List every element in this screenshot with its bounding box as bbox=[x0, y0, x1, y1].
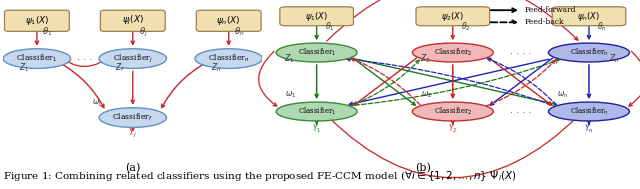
FancyBboxPatch shape bbox=[196, 10, 261, 31]
Ellipse shape bbox=[99, 49, 166, 68]
Text: $\psi_2(X)$: $\psi_2(X)$ bbox=[441, 10, 465, 23]
FancyBboxPatch shape bbox=[4, 10, 69, 31]
Text: Classifier$_2$: Classifier$_2$ bbox=[434, 47, 472, 58]
Text: $Z_2$: $Z_2$ bbox=[420, 53, 430, 65]
Ellipse shape bbox=[412, 43, 493, 62]
Text: Classifier$_f$: Classifier$_f$ bbox=[112, 112, 154, 123]
Text: $\psi_1(X)$: $\psi_1(X)$ bbox=[305, 10, 328, 23]
FancyBboxPatch shape bbox=[552, 7, 626, 26]
Text: $Z_f$: $Z_f$ bbox=[115, 62, 125, 74]
Text: $Y_n$: $Y_n$ bbox=[584, 122, 594, 135]
Text: $\theta_n$: $\theta_n$ bbox=[597, 20, 607, 33]
Text: $\psi_j(X)$: $\psi_j(X)$ bbox=[122, 14, 144, 27]
Ellipse shape bbox=[3, 49, 70, 68]
Text: $Z_1$: $Z_1$ bbox=[284, 53, 294, 65]
Text: $Y_2$: $Y_2$ bbox=[448, 122, 458, 135]
Text: $\omega_n$: $\omega_n$ bbox=[557, 89, 569, 100]
FancyBboxPatch shape bbox=[100, 10, 165, 31]
Text: $\theta_1$: $\theta_1$ bbox=[42, 25, 52, 38]
Text: . . .: . . . bbox=[77, 52, 92, 62]
Ellipse shape bbox=[99, 108, 166, 127]
Text: $\omega_2$: $\omega_2$ bbox=[421, 89, 433, 100]
Ellipse shape bbox=[276, 102, 357, 121]
Text: Classifier$_2$: Classifier$_2$ bbox=[434, 106, 472, 117]
Text: $Z_n$: $Z_n$ bbox=[609, 53, 620, 65]
Text: $\psi_1(X)$: $\psi_1(X)$ bbox=[24, 14, 49, 27]
Text: Classifier$_1$: Classifier$_1$ bbox=[298, 106, 336, 117]
Ellipse shape bbox=[276, 43, 357, 62]
Text: Classifier$_1$: Classifier$_1$ bbox=[16, 53, 58, 64]
Text: Feed-forward: Feed-forward bbox=[525, 6, 576, 14]
Text: Classifier$_n$: Classifier$_n$ bbox=[208, 53, 250, 64]
Text: $\theta_2$: $\theta_2$ bbox=[461, 20, 470, 33]
FancyBboxPatch shape bbox=[416, 7, 490, 26]
Text: $\theta_n$: $\theta_n$ bbox=[234, 25, 244, 38]
Text: $Z_n$: $Z_n$ bbox=[211, 62, 221, 74]
Ellipse shape bbox=[548, 43, 630, 62]
Ellipse shape bbox=[195, 49, 262, 68]
Text: $\omega_1$: $\omega_1$ bbox=[285, 89, 296, 100]
Text: Figure 1: Combining related classifiers using the proposed FE-CCM model ($\foral: Figure 1: Combining related classifiers … bbox=[3, 169, 517, 183]
Text: $Y_1$: $Y_1$ bbox=[312, 122, 321, 135]
Text: Classifier$_n$: Classifier$_n$ bbox=[570, 47, 608, 58]
Text: . . . .: . . . . bbox=[510, 105, 532, 115]
Text: Classifier$_1$: Classifier$_1$ bbox=[298, 47, 336, 58]
Text: $\omega_j$: $\omega_j$ bbox=[92, 98, 102, 109]
Text: Classifier$_j$: Classifier$_j$ bbox=[113, 53, 153, 65]
Text: . . . .: . . . . bbox=[510, 46, 532, 56]
Ellipse shape bbox=[548, 102, 630, 121]
Text: $Z_1$: $Z_1$ bbox=[19, 62, 29, 74]
Text: (b): (b) bbox=[415, 163, 431, 173]
Text: Classifier$_n$: Classifier$_n$ bbox=[570, 106, 608, 117]
FancyBboxPatch shape bbox=[280, 7, 353, 26]
Ellipse shape bbox=[412, 102, 493, 121]
Text: (a): (a) bbox=[125, 163, 141, 173]
Text: Feed-back: Feed-back bbox=[525, 18, 564, 26]
Text: $Y_j$: $Y_j$ bbox=[129, 127, 137, 140]
Text: $\psi_n(X)$: $\psi_n(X)$ bbox=[577, 10, 600, 23]
Text: $\psi_n(X)$: $\psi_n(X)$ bbox=[216, 14, 241, 27]
Text: $\theta_1$: $\theta_1$ bbox=[324, 20, 334, 33]
Text: $\theta_j$: $\theta_j$ bbox=[139, 26, 148, 39]
